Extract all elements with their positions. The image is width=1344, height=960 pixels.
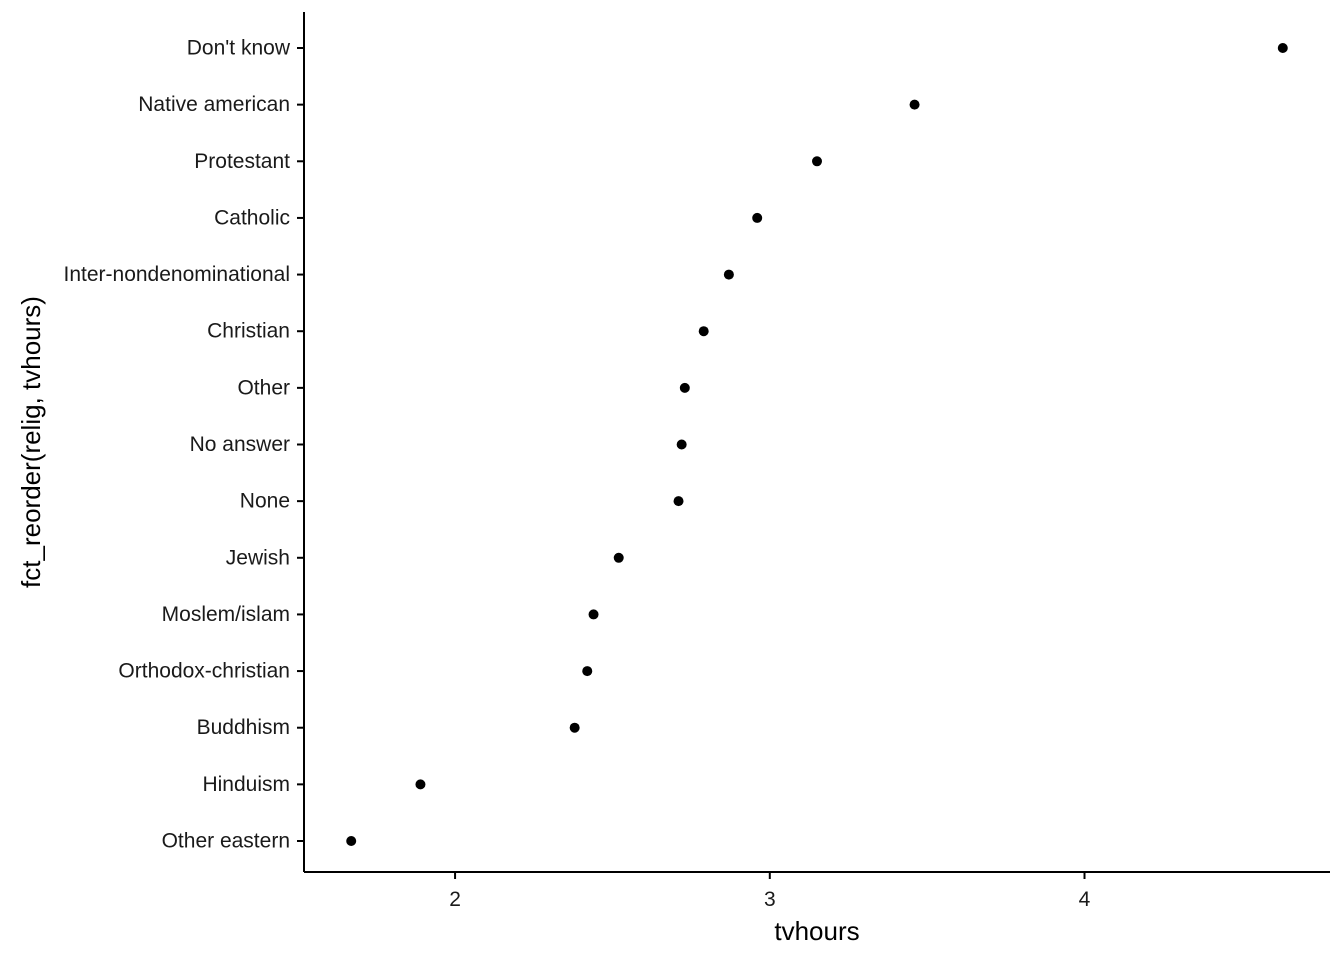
y-tick-label: Other eastern — [162, 830, 290, 853]
data-point — [613, 552, 624, 563]
y-tick-label: Jewish — [226, 546, 290, 569]
y-tick-label: Other — [237, 376, 290, 399]
y-tick-label: Protestant — [194, 150, 290, 173]
data-point — [812, 156, 822, 167]
data-point — [909, 99, 920, 110]
y-tick-label: Christian — [207, 320, 290, 343]
y-tick-label: Moslem/islam — [162, 603, 290, 626]
y-tick-label: Catholic — [214, 206, 290, 229]
data-point — [588, 609, 599, 620]
x-tick-label: 2 — [449, 888, 461, 911]
y-axis-ticks: Other eastern Hinduism Buddhism Orthodox-ch… — [64, 37, 304, 853]
y-axis-title: fct_reorder(relig, tvhours) — [16, 296, 46, 588]
data-point — [346, 836, 357, 846]
points-layer — [346, 43, 1288, 846]
data-point — [698, 326, 709, 337]
x-axis-title: tvhours — [774, 916, 859, 946]
y-tick-label: Hinduism — [202, 773, 290, 796]
y-tick-label: Orthodox-christian — [118, 660, 290, 683]
y-tick-label: Inter-nondenominational — [64, 263, 291, 286]
y-tick-label: No answer — [190, 433, 290, 456]
x-tick-label: 4 — [1079, 888, 1091, 911]
data-point — [582, 666, 593, 677]
data-point — [569, 722, 580, 733]
x-axis-ticks: 2 3 4 — [449, 872, 1091, 911]
y-tick-label: None — [240, 490, 290, 513]
y-tick-label: Buddhism — [197, 716, 290, 739]
y-tick-label: Don't know — [187, 37, 291, 60]
data-point — [673, 496, 684, 507]
data-point — [723, 269, 734, 280]
data-point — [415, 779, 426, 790]
data-point — [679, 382, 690, 393]
data-point — [676, 439, 687, 450]
data-point — [1277, 43, 1288, 53]
y-tick-label: Native american — [138, 93, 290, 116]
data-point — [752, 212, 763, 223]
x-tick-label: 3 — [764, 888, 776, 911]
